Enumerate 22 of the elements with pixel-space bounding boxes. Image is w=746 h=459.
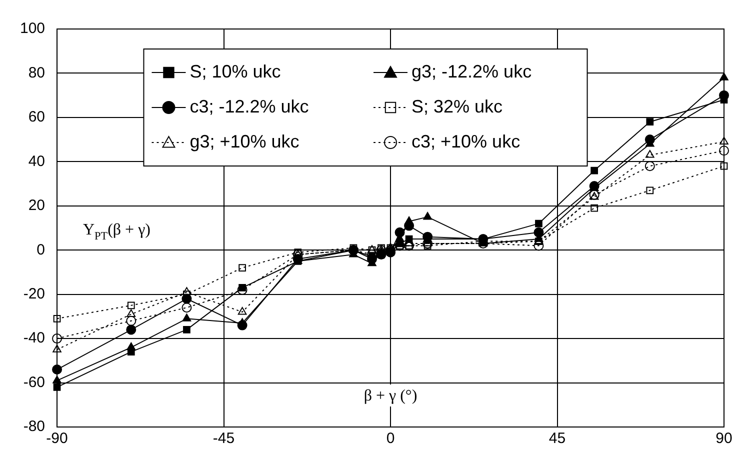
x-tick-label: 0 <box>386 430 395 448</box>
y-tick-label: -20 <box>23 285 46 302</box>
y-tick-label: -80 <box>23 418 46 436</box>
x-axis-title: β + γ (°) <box>364 387 418 404</box>
x-tick-label: 90 <box>716 430 732 448</box>
y-tick-label: -60 <box>23 374 46 391</box>
legend-label: S; 32% ukc <box>412 96 503 116</box>
legend-label: c3; +10% ukc <box>412 131 520 152</box>
x-tick-label: -90 <box>46 430 68 448</box>
legend-label: S; 10% ukc <box>190 61 281 82</box>
y-tick-label: -40 <box>23 330 46 347</box>
x-tick-label: -45 <box>212 430 235 448</box>
legend-label: g3; -12.2% ukc <box>412 61 532 82</box>
x-tick-label: 45 <box>548 430 566 448</box>
y-tick-label: 100 <box>20 20 46 38</box>
y-tick-label: 80 <box>28 64 46 82</box>
y-tick-label: 20 <box>28 197 46 214</box>
legend-label: c3; -12.2% ukc <box>190 96 309 116</box>
y-tick-label: 40 <box>28 152 46 170</box>
legend-label: g3; +10% ukc <box>190 131 300 152</box>
y-tick-label: 0 <box>36 241 46 258</box>
y-tick-label: 60 <box>28 108 46 126</box>
